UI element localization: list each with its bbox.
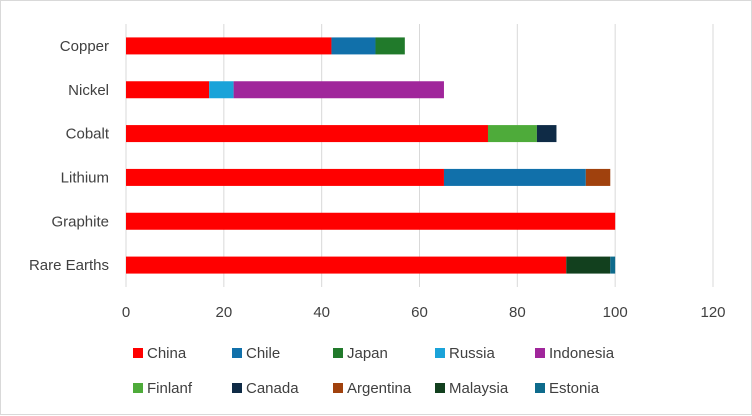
bar-segment (126, 212, 616, 230)
x-tick-label: 100 (603, 304, 628, 321)
category-label: Graphite (51, 213, 109, 230)
x-tick-label: 0 (122, 304, 130, 321)
x-tick-label: 40 (313, 304, 330, 321)
bar-segment (126, 256, 567, 274)
x-tick-labels: 0 20 40 60 80 100 120 (122, 304, 726, 321)
legend-swatch (535, 383, 545, 393)
bars (126, 37, 616, 274)
gridlines (125, 24, 714, 287)
legend-label: Argentina (347, 380, 412, 397)
legend-label: Canada (246, 380, 299, 397)
legend-swatch (232, 383, 242, 393)
legend-label: Indonesia (549, 345, 615, 362)
legend-label: China (147, 345, 187, 362)
bar-segment (126, 81, 210, 99)
legend-label: Chile (246, 345, 280, 362)
category-labels: Copper Nickel Cobalt Lithium Graphite Rare Ea… (29, 38, 110, 274)
legend-label: Malaysia (449, 380, 509, 397)
bar-segment (126, 125, 488, 143)
bar-segment (610, 256, 616, 274)
legend-swatch (435, 383, 445, 393)
legend-swatch (535, 348, 545, 358)
legend: China Chile Japan Russia Indonesia Finlanf Can… (133, 345, 615, 397)
bar-segment (126, 37, 332, 55)
legend-label: Russia (449, 345, 496, 362)
bar-segment (126, 168, 444, 186)
x-tick-label: 80 (509, 304, 526, 321)
bar-segment (209, 81, 234, 99)
legend-swatch (133, 383, 143, 393)
category-label: Cobalt (66, 126, 110, 143)
legend-label: Japan (347, 345, 388, 362)
category-label: Copper (60, 38, 109, 55)
x-tick-label: 20 (215, 304, 232, 321)
bar-segment (443, 168, 586, 186)
bar-segment (536, 125, 557, 143)
bar-segment (375, 37, 405, 55)
legend-swatch (333, 383, 343, 393)
legend-swatch (133, 348, 143, 358)
x-tick-label: 120 (700, 304, 725, 321)
category-label: Nickel (68, 82, 109, 99)
legend-swatch (333, 348, 343, 358)
bar-segment (566, 256, 611, 274)
legend-label: Estonia (549, 380, 600, 397)
x-tick-label: 60 (411, 304, 428, 321)
legend-swatch (232, 348, 242, 358)
bar-segment (585, 168, 611, 186)
bar-segment (233, 81, 444, 99)
category-label: Rare Earths (29, 257, 109, 274)
legend-swatch (435, 348, 445, 358)
bar-segment (331, 37, 376, 55)
legend-label: Finlanf (147, 380, 193, 397)
bar-segment (487, 125, 537, 143)
category-label: Lithium (61, 169, 109, 186)
